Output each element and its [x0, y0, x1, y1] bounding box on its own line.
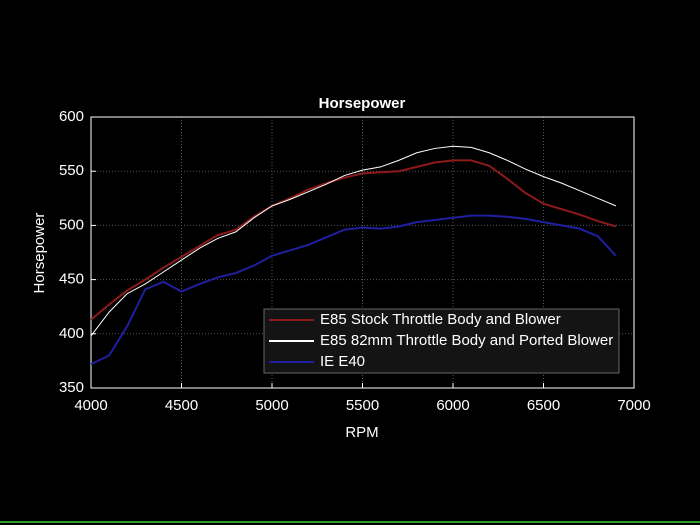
x-axis-label: RPM — [345, 424, 378, 441]
y-tick-label: 450 — [59, 271, 84, 288]
axes-frame — [90, 116, 635, 389]
data-line — [90, 145, 617, 337]
data-line — [90, 214, 617, 366]
legend-label: IE E40 — [320, 353, 365, 370]
legend: E85 Stock Throttle Body and Blower E85 82… — [263, 308, 620, 374]
chart-title: Horsepower — [319, 95, 406, 112]
legend-box — [263, 308, 620, 374]
y-tick-label: 400 — [59, 325, 84, 342]
x-tick-label: 5500 — [346, 397, 379, 414]
x-tick-label: 6000 — [436, 397, 469, 414]
x-tick-label: 5000 — [255, 397, 288, 414]
x-tick-label: 7000 — [617, 397, 650, 414]
legend-label: E85 Stock Throttle Body and Blower — [320, 311, 561, 328]
x-tick-label: 6500 — [527, 397, 560, 414]
x-tick-label: 4000 — [74, 397, 107, 414]
x-tick-label: 4500 — [165, 397, 198, 414]
data-line — [90, 159, 617, 321]
legend-label: E85 82mm Throttle Body and Ported Blower — [320, 332, 613, 349]
y-tick-label: 600 — [59, 108, 84, 125]
y-tick-label: 550 — [59, 162, 84, 179]
y-tick-label: 500 — [59, 216, 84, 233]
y-axis-label: Horsepower — [31, 213, 48, 294]
y-tick-label: 350 — [59, 379, 84, 396]
